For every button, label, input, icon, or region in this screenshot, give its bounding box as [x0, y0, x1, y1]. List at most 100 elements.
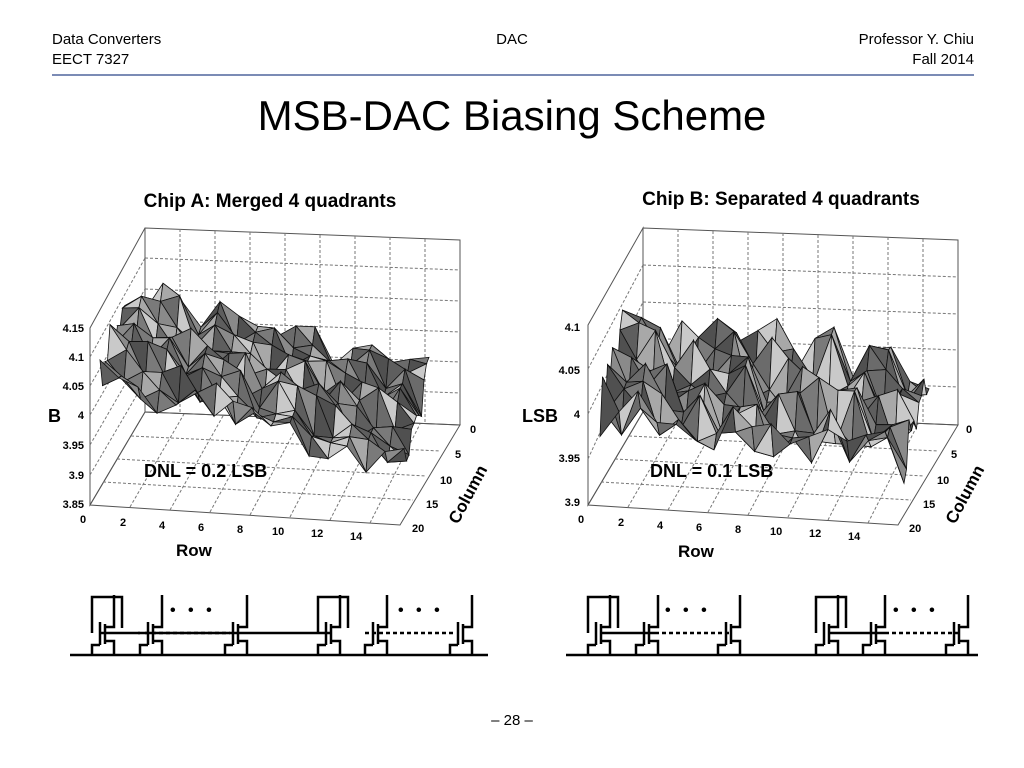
svg-text:20: 20 — [412, 523, 424, 535]
svg-text:0: 0 — [80, 514, 86, 526]
svg-text:0: 0 — [470, 424, 476, 436]
dnl-surface — [99, 282, 430, 474]
svg-text:10: 10 — [440, 475, 452, 487]
surface-facet — [194, 389, 215, 417]
svg-text:10: 10 — [937, 475, 949, 487]
surface-facet — [694, 439, 715, 451]
surface-facet — [713, 406, 734, 451]
surface-facet — [637, 390, 658, 423]
svg-text:10: 10 — [770, 526, 782, 538]
surface-facet — [137, 386, 158, 414]
course-name: Data Converters — [52, 31, 162, 48]
svg-text:10: 10 — [272, 526, 284, 538]
surface-facet — [865, 431, 886, 442]
svg-text:20: 20 — [909, 523, 921, 535]
svg-text:0: 0 — [578, 514, 584, 526]
slide-title: MSB-DAC Biasing Scheme — [257, 92, 767, 139]
page-number: – 28 – — [491, 712, 533, 729]
svg-text:3.9: 3.9 — [565, 497, 580, 509]
schematic-ellipsis: • • • — [170, 602, 216, 619]
svg-text:4.1: 4.1 — [565, 322, 580, 334]
svg-text:0: 0 — [966, 424, 972, 436]
header-right: Professor Y. Chiu Fall 2014 — [859, 30, 974, 70]
surface-facet — [175, 389, 196, 406]
surface-facet — [289, 415, 310, 457]
z-axis-label: LSB — [522, 406, 558, 426]
svg-text:2: 2 — [120, 517, 126, 529]
surface-facet — [675, 418, 696, 441]
dnl-surface — [599, 309, 930, 485]
plot-title: Chip B: Separated 4 quadrants — [642, 189, 920, 210]
svg-text:6: 6 — [696, 522, 702, 534]
surface-facet — [213, 382, 234, 418]
surface-plot-chip-b: Chip B: Separated 4 quadrants — [522, 189, 988, 561]
surface-facet — [118, 375, 139, 388]
svg-text:8: 8 — [237, 524, 243, 536]
surface-facet — [365, 438, 386, 474]
svg-text:6: 6 — [198, 522, 204, 534]
column-axis-ticks: 0 5 10 15 20 — [909, 424, 972, 535]
dnl-annotation: DNL = 0.1 LSB — [650, 461, 773, 481]
term: Fall 2014 — [912, 51, 974, 68]
z-axis-ticks: 4.15 4.1 4.05 4 3.95 3.9 3.85 — [63, 323, 85, 511]
surface-facet — [884, 431, 905, 484]
bias-schematic-separated — [566, 595, 978, 657]
plot-title: Chip A: Merged 4 quadrants — [144, 191, 397, 212]
bias-schematic-merged — [70, 595, 488, 657]
surface-facet — [827, 408, 849, 443]
svg-text:4: 4 — [159, 520, 166, 532]
svg-text:4.15: 4.15 — [63, 323, 84, 335]
svg-text:3.95: 3.95 — [63, 440, 84, 452]
figure-canvas: Chip A: Merged 4 quadrants — [48, 189, 988, 657]
svg-text:15: 15 — [426, 499, 438, 511]
schematic-ellipsis: • • • — [893, 602, 939, 619]
svg-text:4.05: 4.05 — [559, 365, 580, 377]
dnl-annotation: DNL = 0.2 LSB — [144, 461, 267, 481]
surface-facet — [618, 390, 639, 436]
svg-text:5: 5 — [951, 449, 957, 461]
surface-facet — [346, 435, 367, 473]
surface-facet — [308, 435, 329, 460]
svg-text:3.95: 3.95 — [559, 453, 580, 465]
surface-facet — [846, 434, 867, 464]
svg-text:4: 4 — [78, 410, 85, 422]
schematic-ellipsis: • • • — [398, 602, 444, 619]
svg-text:4.1: 4.1 — [69, 352, 84, 364]
course-code: EECT 7327 — [52, 51, 130, 68]
svg-text:4: 4 — [574, 409, 581, 421]
surface-facet — [251, 407, 272, 427]
header-divider — [52, 74, 974, 76]
surface-facet — [327, 442, 349, 460]
surface-facet — [99, 359, 120, 387]
column-axis-ticks: 0 5 10 15 20 — [412, 424, 476, 535]
row-axis-ticks: 0 2 4 6 8 10 12 14 — [80, 514, 363, 543]
surface-facet — [656, 422, 678, 436]
header-topic: DAC — [496, 31, 528, 48]
surface-facet — [732, 405, 753, 433]
surface-facet — [232, 400, 253, 426]
schematic-ellipsis: • • • — [665, 602, 711, 619]
svg-text:3.85: 3.85 — [63, 499, 84, 511]
y-axis-label: Column — [942, 462, 988, 527]
svg-text:15: 15 — [923, 499, 935, 511]
surface-facet — [770, 422, 791, 458]
instructor-name: Professor Y. Chiu — [858, 31, 974, 48]
surface-facet — [789, 436, 810, 445]
svg-text:2: 2 — [618, 517, 624, 529]
surface-facet — [384, 447, 406, 464]
svg-text:4.05: 4.05 — [63, 381, 84, 393]
x-axis-label: Row — [176, 541, 213, 560]
y-axis-label: Column — [445, 462, 491, 527]
z-axis-label: B — [48, 406, 61, 426]
svg-text:12: 12 — [311, 528, 323, 540]
surface-facet — [156, 389, 177, 414]
z-axis-ticks: 4.1 4.05 4 3.95 3.9 — [559, 322, 581, 509]
surface-facet — [599, 376, 620, 438]
svg-text:12: 12 — [809, 528, 821, 540]
svg-text:5: 5 — [455, 449, 461, 461]
surface-facet — [270, 421, 291, 427]
x-axis-label: Row — [678, 542, 715, 561]
svg-text:14: 14 — [350, 531, 363, 543]
surface-facet — [751, 423, 772, 453]
header-left: Data Converters EECT 7327 — [52, 30, 161, 70]
